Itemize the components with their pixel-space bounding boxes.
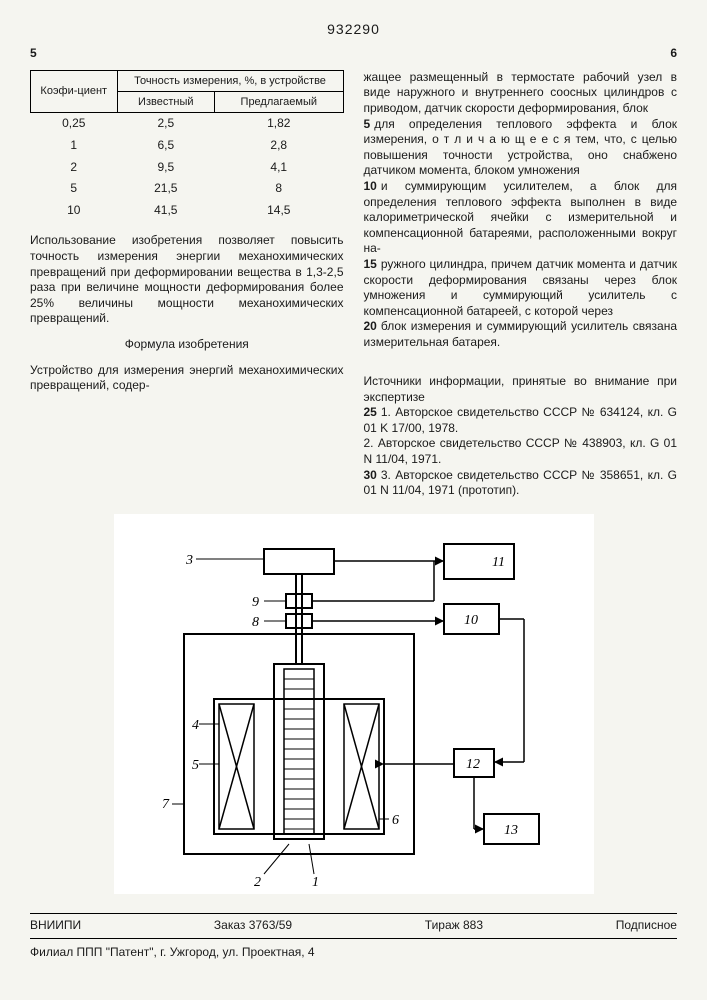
label-4: 4 xyxy=(192,718,199,733)
label-10: 10 xyxy=(464,613,478,628)
diagram: 3 9 8 4 5 7 6 2 1 11 10 12 13 xyxy=(114,514,594,899)
data-table: Коэфи-циент Точность измерения, %, в уст… xyxy=(30,70,344,222)
th-known: Известный xyxy=(117,92,215,113)
footer-org: ВНИИПИ xyxy=(30,918,81,934)
label-1: 1 xyxy=(312,875,319,890)
footer-order: Заказ 3763/59 xyxy=(214,918,292,934)
left-paragraph-2: Устройство для измерения энергий механох… xyxy=(30,363,344,394)
sources-block: Источники информации, принятые во вниман… xyxy=(364,374,678,499)
patent-number: 932290 xyxy=(30,20,677,38)
label-2: 2 xyxy=(254,875,261,890)
left-column: 5 Коэфи-циент Точность измерения, %, в у… xyxy=(30,46,344,499)
label-6: 6 xyxy=(392,813,399,828)
footer-tirazh: Тираж 883 xyxy=(425,918,483,934)
footer-bar: ВНИИПИ Заказ 3763/59 Тираж 883 Подписное xyxy=(30,913,677,939)
right-page-num: 6 xyxy=(364,46,678,62)
left-paragraph-1: Использование изобретения позволяет повы… xyxy=(30,233,344,327)
table-row: 0,252,51,82 xyxy=(31,113,344,135)
right-text-block: жащее размещенный в термостате рабочий у… xyxy=(364,70,678,366)
label-7: 7 xyxy=(162,797,170,812)
label-3: 3 xyxy=(185,553,193,568)
footer-address: Филиал ППП "Патент", г. Ужгород, ул. Про… xyxy=(30,945,677,961)
label-8: 8 xyxy=(252,615,259,630)
formula-title: Формула изобретения xyxy=(30,337,344,353)
label-12: 12 xyxy=(466,757,480,772)
th-proposed: Предлагаемый xyxy=(215,92,343,113)
columns: 5 Коэфи-циент Точность измерения, %, в у… xyxy=(30,46,677,499)
left-page-num: 5 xyxy=(30,46,344,62)
table-row: 16,52,8 xyxy=(31,135,344,157)
th-coef: Коэфи-циент xyxy=(31,70,118,113)
label-9: 9 xyxy=(252,595,259,610)
table-row: 1041,514,5 xyxy=(31,200,344,222)
label-5: 5 xyxy=(192,758,199,773)
table-row: 521,58 xyxy=(31,178,344,200)
footer-sub: Подписное xyxy=(616,918,677,934)
label-11: 11 xyxy=(492,555,505,570)
right-column: 6 жащее размещенный в термостате рабочий… xyxy=(364,46,678,499)
label-13: 13 xyxy=(504,823,518,838)
table-row: 29,54,1 xyxy=(31,157,344,179)
th-accuracy: Точность измерения, %, в устройстве xyxy=(117,70,343,91)
